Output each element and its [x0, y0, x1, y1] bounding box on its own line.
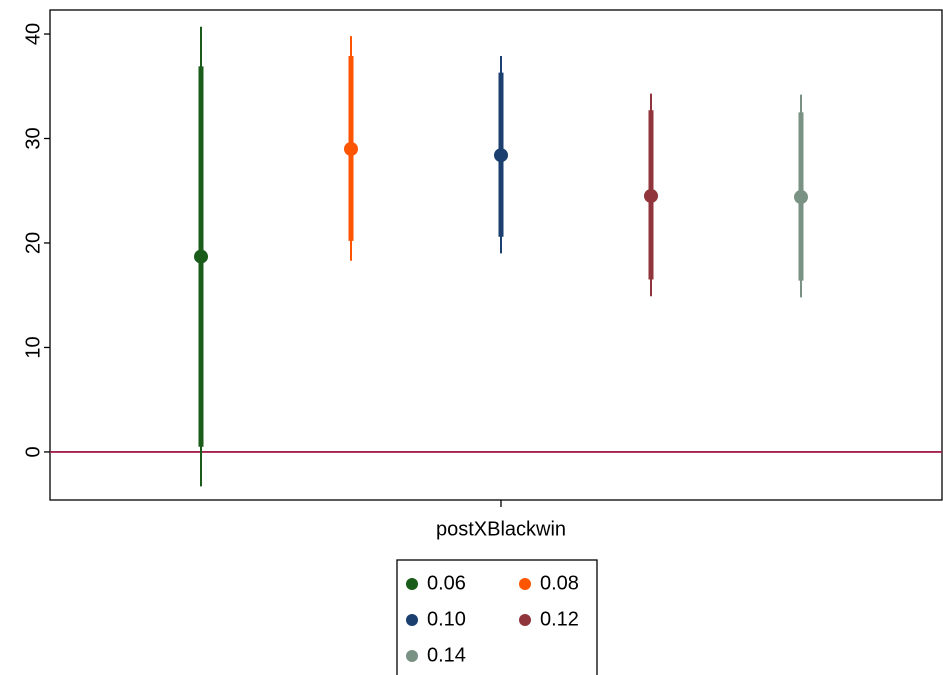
- legend-marker: [406, 578, 418, 590]
- legend-label: 0.14: [427, 644, 466, 666]
- legend-marker: [519, 578, 531, 590]
- legend-marker: [406, 614, 418, 626]
- legend-label: 0.08: [540, 572, 579, 594]
- y-tick-label: 10: [22, 336, 44, 358]
- legend-label: 0.06: [427, 572, 466, 594]
- y-tick-label: 20: [22, 232, 44, 254]
- legend-marker: [406, 650, 418, 662]
- point-estimate: [794, 190, 808, 205]
- y-tick-label: 40: [22, 23, 44, 45]
- point-estimate: [644, 188, 658, 203]
- y-tick-label: 0: [22, 446, 44, 457]
- point-estimate: [194, 249, 208, 264]
- legend-label: 0.12: [540, 608, 579, 630]
- legend-box: [396, 559, 598, 675]
- point-estimate: [344, 141, 358, 156]
- x-tick-label: postXBlackwin: [436, 518, 566, 540]
- legend-marker: [519, 614, 531, 626]
- point-estimate: [494, 148, 508, 163]
- legend-label: 0.10: [427, 608, 466, 630]
- plot-frame: [49, 9, 943, 501]
- y-tick-label: 30: [22, 127, 44, 149]
